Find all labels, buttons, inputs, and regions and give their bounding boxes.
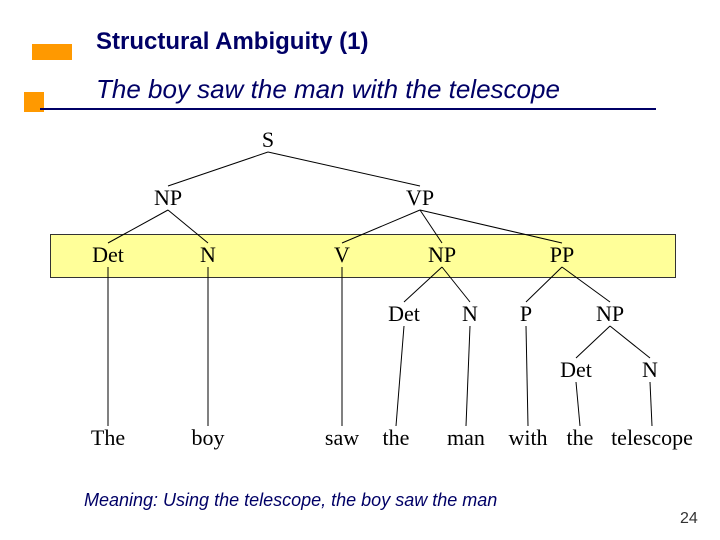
node-wsaw: saw [325, 425, 359, 451]
slide-title: Structural Ambiguity (1) [96, 28, 368, 56]
node-wman: man [447, 425, 485, 451]
node-wwith: with [508, 425, 547, 451]
node-wThe: The [91, 425, 125, 451]
node-Det2: Det [388, 301, 420, 327]
accent-block-1 [32, 44, 72, 60]
title-underline [40, 108, 656, 110]
node-N2: N [462, 301, 478, 327]
node-S: S [262, 127, 274, 153]
node-NP3: NP [596, 301, 624, 327]
node-wthe1: the [383, 425, 410, 451]
node-P: P [520, 301, 532, 327]
node-Det3: Det [560, 357, 592, 383]
example-sentence: The boy saw the man with the telescope [96, 74, 560, 105]
page-number: 24 [680, 510, 698, 528]
meaning-text: Meaning: Using the telescope, the boy sa… [84, 490, 497, 511]
node-wboy: boy [192, 425, 225, 451]
node-wtele: telescope [611, 425, 693, 451]
node-NP1: NP [154, 185, 182, 211]
node-N3: N [642, 357, 658, 383]
node-VP: VP [406, 185, 434, 211]
node-wthe2: the [567, 425, 594, 451]
highlight-band [50, 234, 676, 278]
